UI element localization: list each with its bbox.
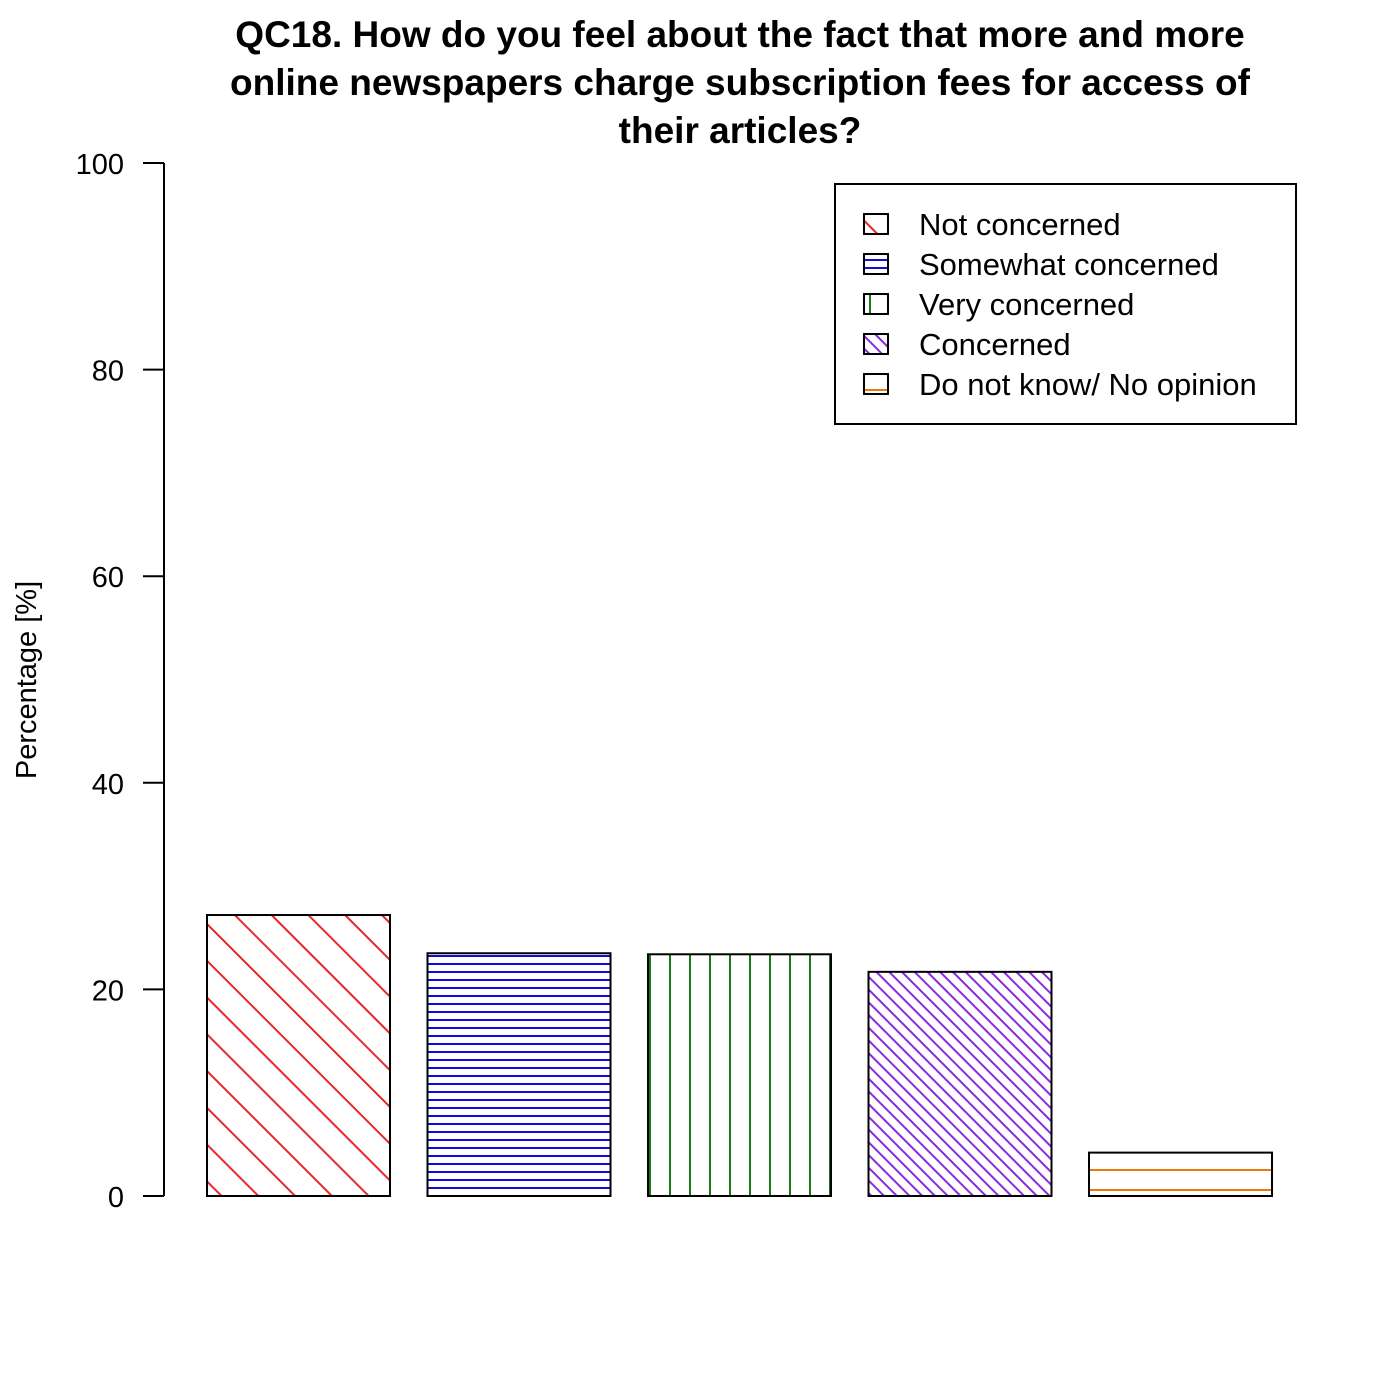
chart-title-line-3: their articles?: [619, 110, 862, 151]
y-tick-label-40: 40: [92, 769, 124, 801]
y-axis-label: Percentage [%]: [11, 581, 43, 779]
y-tick-label-20: 20: [92, 975, 124, 1007]
legend-items: Not concerned Somewhat concerned Very conc…: [863, 207, 1257, 402]
bars: [206, 914, 1273, 1198]
legend-swatch: [863, 213, 889, 235]
legend-label: Somewhat concerned: [919, 247, 1219, 282]
y-tick-label-80: 80: [92, 356, 124, 388]
legend-item: Not concerned: [863, 207, 1121, 242]
bar-concerned: [867, 970, 1053, 1197]
legend-swatch: [863, 373, 889, 395]
y-tick-label-60: 60: [92, 562, 124, 594]
y-tick-label-0: 0: [108, 1182, 124, 1214]
bar-very-concerned: [647, 953, 832, 1198]
y-axis: 0 20 40 60 80 100: [76, 149, 165, 1214]
bar-do-not-know-no-opinion: [1088, 1151, 1273, 1198]
legend-swatch: [863, 333, 889, 355]
y-tick-label-100: 100: [76, 149, 124, 181]
legend-item: Somewhat concerned: [863, 247, 1219, 282]
legend-label: Do not know/ No opinion: [919, 367, 1257, 402]
legend-item: Concerned: [863, 327, 1071, 362]
legend-label: Very concerned: [919, 287, 1134, 322]
chart-title-line-1: QC18. How do you feel about the fact tha…: [235, 14, 1244, 55]
chart-title-line-2: online newspapers charge subscription fe…: [230, 62, 1251, 103]
legend-box: [834, 183, 1297, 425]
legend-item: Very concerned: [863, 287, 1134, 322]
chart-title: QC18. How do you feel about the fact tha…: [230, 14, 1251, 151]
legend-swatch: [863, 253, 889, 275]
legend-swatch: [863, 293, 889, 315]
legend: Not concerned Somewhat concerned Very conc…: [834, 183, 1297, 425]
legend-label: Concerned: [919, 327, 1071, 362]
legend-label: Not concerned: [919, 207, 1121, 242]
bar-somewhat-concerned: [426, 952, 612, 1197]
bar-not-concerned: [206, 914, 391, 1197]
legend-item: Do not know/ No opinion: [863, 367, 1257, 402]
